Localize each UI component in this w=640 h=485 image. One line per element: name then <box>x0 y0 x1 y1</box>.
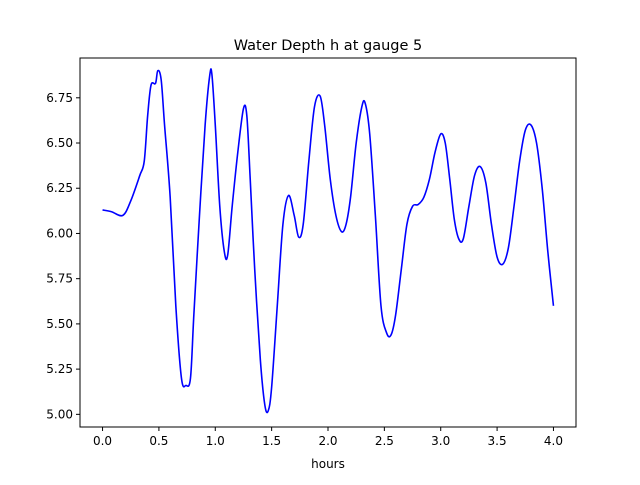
y-tick-label: 5.75 <box>46 272 73 286</box>
x-tick-label: 3.5 <box>488 434 507 448</box>
x-tick-label: 4.0 <box>544 434 563 448</box>
y-tick-label: 6.50 <box>46 136 73 150</box>
y-tick-label: 6.25 <box>46 181 73 195</box>
x-axis: 0.0 0.5 1.0 1.5 2.0 2.5 3.0 3.5 4.0 <box>93 427 563 448</box>
x-tick-label: 0.5 <box>149 434 168 448</box>
x-tick-label: 3.0 <box>431 434 450 448</box>
x-tick-label: 0.0 <box>93 434 112 448</box>
x-tick-label: 1.0 <box>206 434 225 448</box>
axes-frame <box>79 57 577 428</box>
x-tick-label: 2.5 <box>375 434 394 448</box>
y-tick-label: 6.75 <box>46 91 73 105</box>
series-line <box>102 68 555 414</box>
chart-title: Water Depth h at gauge 5 <box>234 38 422 54</box>
plot-area <box>102 68 555 414</box>
y-tick-label: 5.50 <box>46 317 73 331</box>
y-tick-label: 5.00 <box>46 407 73 421</box>
x-tick-label: 2.0 <box>318 434 337 448</box>
y-tick-label: 6.00 <box>46 226 73 240</box>
y-axis: 5.00 5.25 5.50 5.75 6.00 6.25 6.50 6.75 <box>46 91 80 421</box>
x-tick-label: 1.5 <box>262 434 281 448</box>
x-axis-label: hours <box>311 457 345 471</box>
y-tick-label: 5.25 <box>46 362 73 376</box>
